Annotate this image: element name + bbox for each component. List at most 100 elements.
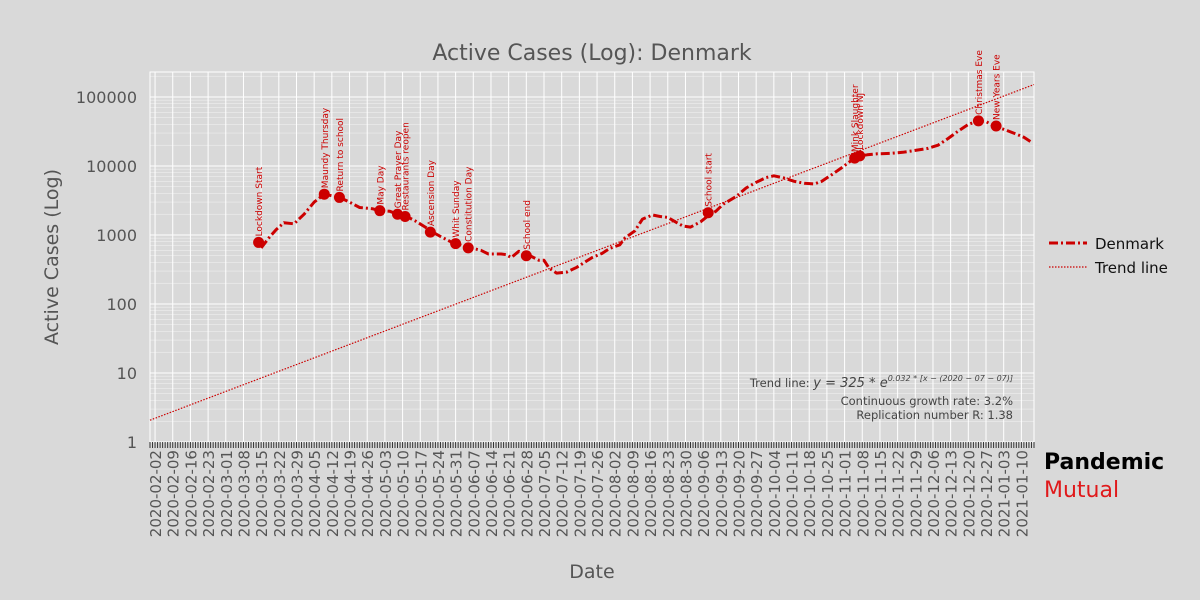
x-tick-labels: 2020-02-02 2020-02-09 2020-02-16 2020-02-23… xyxy=(147,442,1035,537)
event-marker xyxy=(972,115,984,127)
x-tick-label: 2020-04-19 xyxy=(342,450,360,537)
y-tick-label: 100 xyxy=(106,295,137,314)
x-tick-label: 2020-09-06 xyxy=(695,450,713,537)
x-tick-label: 2020-07-26 xyxy=(589,450,607,537)
event-label: Mink Slaughter xyxy=(851,84,861,152)
brand-line-2: Mutual xyxy=(1044,478,1120,503)
x-tick-label: 2020-08-16 xyxy=(642,450,660,537)
event-marker xyxy=(424,226,436,238)
x-tick-label: 2020-11-15 xyxy=(872,450,890,537)
x-tick-label: 2020-12-06 xyxy=(925,450,943,537)
event-label: Whit Sunday xyxy=(452,180,462,238)
x-tick-label: 2021-01-03 xyxy=(996,450,1014,537)
x-tick-label: 2020-11-29 xyxy=(907,450,925,537)
event-marker xyxy=(399,211,411,223)
y-tick-label: 1000 xyxy=(96,226,137,245)
trend-prefix: Trend line: xyxy=(749,376,813,390)
x-tick-label: 2021-01-10 xyxy=(1013,450,1031,537)
x-tick-label: 2020-09-27 xyxy=(748,450,766,537)
x-tick-label: 2020-05-17 xyxy=(412,450,430,537)
chart-title: Active Cases (Log): Denmark xyxy=(432,41,752,66)
x-tick-label: 2020-10-25 xyxy=(819,450,837,537)
x-tick-label: 2020-12-20 xyxy=(960,450,978,537)
x-tick-label: 2020-08-02 xyxy=(607,450,625,537)
replication-text: Replication number R: 1.38 xyxy=(856,408,1013,422)
trend-annotation: Trend line: y = 325 * e0.032 * [x − (202… xyxy=(749,374,1013,422)
x-tick-label: 2020-06-28 xyxy=(518,450,536,537)
event-label: New Years Eve xyxy=(993,54,1003,120)
event-label: Ascension Day xyxy=(427,159,437,226)
event-label: Maundy Thursday xyxy=(321,107,331,188)
event-label: Return to school xyxy=(336,118,346,191)
event-marker xyxy=(318,188,330,200)
x-tick-label: 2020-03-22 xyxy=(271,450,289,537)
y-tick-label: 10000 xyxy=(86,157,137,176)
event-label: Great Prayer Day xyxy=(394,130,404,208)
event-label: School end xyxy=(523,200,533,250)
grid xyxy=(150,72,1034,443)
growth-rate-text: Continuous growth rate: 3.2% xyxy=(841,394,1013,408)
x-tick-label: 2020-08-30 xyxy=(677,450,695,537)
x-tick-label: 2020-07-12 xyxy=(554,450,572,537)
event-label: Christmas Eve xyxy=(975,50,985,115)
x-tick-label: 2020-03-29 xyxy=(288,450,306,537)
legend-trend-label: Trend line xyxy=(1094,259,1168,277)
y-axis-label: Active Cases (Log) xyxy=(41,169,63,345)
series-layer xyxy=(259,119,1033,275)
x-tick-label: 2020-10-11 xyxy=(784,450,802,537)
event-label: School start xyxy=(705,153,715,207)
x-tick-label: 2020-09-20 xyxy=(730,450,748,537)
x-tick-label: 2020-12-13 xyxy=(943,450,961,537)
event-label: Lockdown Start xyxy=(255,166,265,236)
event-marker xyxy=(450,238,462,250)
x-tick-label: 2020-03-15 xyxy=(253,450,271,537)
trend-formula: y = 325 * e xyxy=(812,376,887,391)
x-tick-label: 2020-10-04 xyxy=(766,450,784,537)
x-tick-label: 2020-12-27 xyxy=(978,450,996,537)
x-tick-label: 2020-04-26 xyxy=(359,450,377,537)
x-tick-label: 2020-02-09 xyxy=(165,450,183,537)
x-tick-label: 2020-06-07 xyxy=(465,450,483,537)
x-tick-label: 2020-08-23 xyxy=(660,450,678,537)
legend-denmark-label: Denmark xyxy=(1095,235,1164,253)
event-marker xyxy=(374,205,386,217)
x-tick-label: 2020-11-01 xyxy=(837,450,855,537)
legend: Denmark Trend line xyxy=(1049,235,1168,277)
y-tick-label: 10 xyxy=(117,364,137,383)
event-marker xyxy=(520,250,532,262)
x-tick-label: 2020-07-19 xyxy=(571,450,589,537)
x-tick-label: 2020-08-09 xyxy=(624,450,642,537)
x-tick-label: 2020-04-05 xyxy=(306,450,324,537)
y-tick-labels: 1 10 100 1000 10000 100000 xyxy=(76,88,137,452)
event-label: Lockdown NJ xyxy=(856,93,866,150)
x-tick-label: 2020-07-05 xyxy=(536,450,554,537)
event-label: Restaurants reopen xyxy=(402,122,412,210)
x-tick-label: 2020-03-08 xyxy=(235,450,253,537)
event-marker xyxy=(702,207,714,219)
brand-line-1: Pandemic xyxy=(1044,450,1165,475)
x-tick-label: 2020-11-08 xyxy=(854,450,872,537)
events-layer: Lockdown Start Maundy Thursday Return to s… xyxy=(253,50,1003,262)
event-marker xyxy=(333,191,345,203)
x-tick-label: 2020-09-13 xyxy=(713,450,731,537)
x-tick-label: 2020-03-01 xyxy=(218,450,236,537)
y-tick-label: 1 xyxy=(127,433,137,452)
y-tick-label: 100000 xyxy=(76,88,137,107)
series-line-denmark xyxy=(259,119,1033,275)
event-label: Constitution Day xyxy=(465,166,475,242)
x-tick-label: 2020-10-18 xyxy=(801,450,819,537)
x-tick-label: 2020-05-31 xyxy=(448,450,466,537)
x-tick-label: 2020-05-03 xyxy=(377,450,395,537)
x-tick-label: 2020-02-23 xyxy=(200,450,218,537)
event-label: May Day xyxy=(376,165,386,205)
x-tick-label: 2020-05-10 xyxy=(395,450,413,537)
trend-exponent: 0.032 * [x − (2020 − 07 − 07)] xyxy=(888,374,1013,383)
trend-equation: Trend line: y = 325 * e0.032 * [x − (202… xyxy=(749,374,1013,391)
event-marker xyxy=(253,236,265,248)
event-marker xyxy=(854,150,866,162)
x-tick-label: 2020-04-12 xyxy=(324,450,342,537)
x-tick-label: 2020-06-14 xyxy=(483,450,501,537)
x-tick-label: 2020-05-24 xyxy=(430,450,448,537)
x-tick-label: 2020-06-21 xyxy=(501,450,519,537)
